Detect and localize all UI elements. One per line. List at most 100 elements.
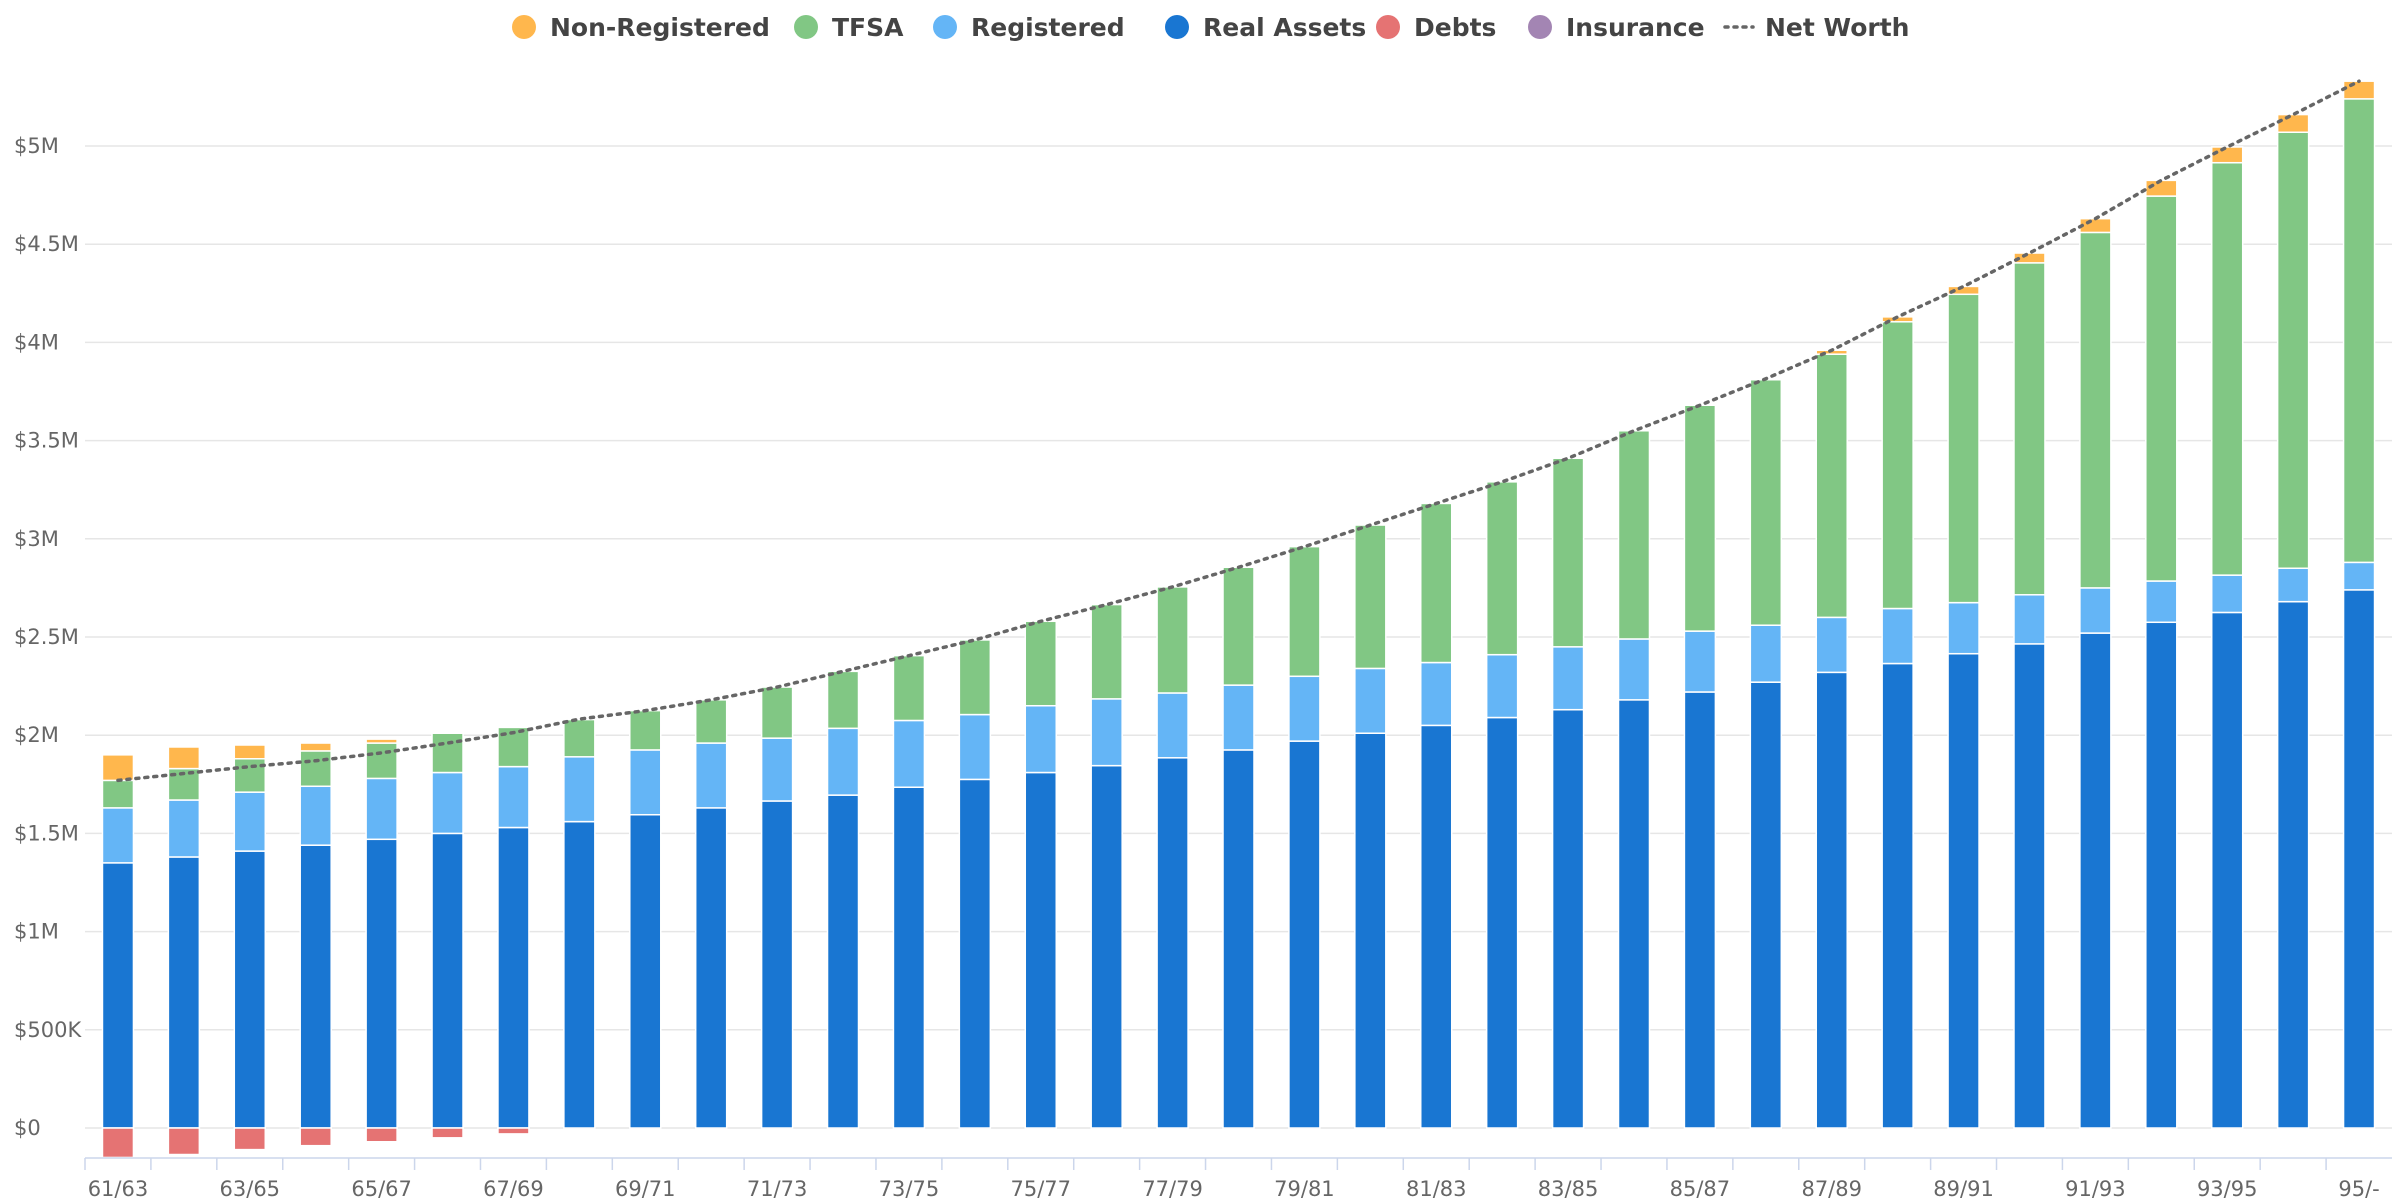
bar-tfsa bbox=[2210, 161, 2244, 576]
bar-non-registered bbox=[2342, 80, 2376, 100]
bar-real-assets bbox=[365, 838, 398, 1129]
bar-tfsa bbox=[1815, 353, 1848, 619]
bar-registered bbox=[1288, 675, 1321, 742]
legend-label: TFSA bbox=[832, 13, 904, 42]
legend-item: Insurance bbox=[1528, 13, 1705, 42]
x-tick-label: 61/63 bbox=[88, 1177, 149, 1200]
bar-registered bbox=[1551, 646, 1585, 711]
bar-non-registered bbox=[2013, 252, 2046, 264]
y-tick-label: $3.5M bbox=[14, 429, 79, 453]
bar-tfsa bbox=[1617, 430, 1651, 640]
x-tick-label: 67/69 bbox=[483, 1177, 544, 1200]
bar-non-registered bbox=[167, 746, 201, 770]
legend-label: Net Worth bbox=[1765, 13, 1909, 42]
bar-tfsa bbox=[1683, 404, 1717, 632]
legend-marker bbox=[933, 15, 957, 39]
bar-real-assets bbox=[101, 862, 135, 1129]
bar-real-assets bbox=[167, 856, 201, 1129]
bar-real-assets bbox=[760, 800, 794, 1129]
bar-tfsa bbox=[1354, 524, 1387, 670]
bar-tfsa bbox=[1156, 586, 1189, 694]
bar-real-assets bbox=[1420, 724, 1453, 1129]
bar-tfsa bbox=[2079, 231, 2112, 589]
bar-tfsa bbox=[826, 670, 860, 730]
bar-registered bbox=[1354, 667, 1387, 734]
x-tick-label: 73/75 bbox=[879, 1177, 940, 1200]
bar-debts bbox=[497, 1127, 530, 1135]
bar-debts bbox=[101, 1127, 135, 1159]
x-tick-label: 71/73 bbox=[747, 1177, 808, 1200]
bar-debts bbox=[167, 1127, 201, 1156]
y-tick-label: $0 bbox=[14, 1116, 41, 1140]
legend-marker bbox=[1165, 15, 1189, 39]
legend-item: Real Assets bbox=[1165, 13, 1366, 42]
legend-item: Non-Registered bbox=[512, 13, 770, 42]
bar-tfsa bbox=[365, 742, 398, 780]
x-tick-label: 93/95 bbox=[2197, 1177, 2258, 1200]
x-tick-label: 87/89 bbox=[1801, 1177, 1862, 1200]
bar-tfsa bbox=[1090, 603, 1123, 700]
bar-non-registered bbox=[365, 738, 398, 744]
bar-debts bbox=[299, 1127, 332, 1147]
bar-real-assets bbox=[694, 807, 728, 1129]
bar-tfsa bbox=[958, 639, 992, 716]
bar-registered bbox=[2342, 561, 2376, 591]
bar-real-assets bbox=[1090, 764, 1123, 1129]
y-tick-label: $4M bbox=[14, 330, 59, 354]
bar-real-assets bbox=[2013, 643, 2046, 1129]
bar-registered bbox=[958, 713, 992, 781]
legend-item: TFSA bbox=[794, 13, 904, 42]
bar-registered bbox=[563, 756, 596, 823]
y-tick-label: $4.5M bbox=[14, 232, 79, 256]
bar-real-assets bbox=[1617, 699, 1651, 1129]
legend: Non-Registered TFSA Registered Real Assets D… bbox=[512, 13, 1909, 42]
bar-non-registered bbox=[2276, 113, 2310, 134]
bar-debts bbox=[365, 1127, 398, 1143]
x-tick-label: 83/85 bbox=[1538, 1177, 1599, 1200]
legend-label: Real Assets bbox=[1203, 13, 1366, 42]
bar-registered bbox=[1881, 607, 1914, 665]
bar-tfsa bbox=[1881, 321, 1914, 610]
legend-item: Registered bbox=[933, 13, 1125, 42]
bar-registered bbox=[826, 727, 860, 796]
bar-real-assets bbox=[2342, 589, 2376, 1129]
legend-label: Debts bbox=[1414, 13, 1496, 42]
bar-real-assets bbox=[1156, 757, 1189, 1129]
net-worth-line-layer bbox=[116, 79, 2361, 783]
y-tick-label: $3M bbox=[14, 527, 59, 551]
x-tick-label: 89/91 bbox=[1933, 1177, 1994, 1200]
x-tick-label: 77/79 bbox=[1142, 1177, 1203, 1200]
bar-registered bbox=[1683, 630, 1717, 693]
bar-non-registered bbox=[2079, 217, 2112, 234]
bar-registered bbox=[2276, 567, 2310, 603]
bar-tfsa bbox=[2342, 98, 2376, 564]
bar-tfsa bbox=[1024, 620, 1057, 707]
bar-registered bbox=[2145, 580, 2178, 624]
bar-debts bbox=[233, 1127, 267, 1151]
bar-registered bbox=[1947, 601, 1980, 655]
bar-registered bbox=[694, 742, 728, 809]
y-tick-label: $2M bbox=[14, 723, 59, 747]
bar-real-assets bbox=[2276, 600, 2310, 1129]
bar-tfsa bbox=[101, 779, 135, 809]
net-worth-line bbox=[116, 79, 2361, 783]
bar-real-assets bbox=[958, 778, 992, 1129]
bar-registered bbox=[167, 799, 201, 858]
y-tick-label: $5M bbox=[14, 134, 59, 158]
bar-real-assets bbox=[1288, 740, 1321, 1129]
bar-registered bbox=[1156, 692, 1189, 759]
bar-real-assets bbox=[1815, 671, 1848, 1129]
bar-real-assets bbox=[497, 826, 530, 1129]
bar-tfsa bbox=[629, 709, 662, 751]
bar-registered bbox=[101, 807, 135, 864]
bar-registered bbox=[1222, 684, 1255, 751]
bar-registered bbox=[760, 737, 794, 802]
bar-tfsa bbox=[1947, 293, 1980, 604]
legend-label: Non-Registered bbox=[550, 13, 770, 42]
bar-registered bbox=[892, 719, 926, 788]
bar-real-assets bbox=[629, 813, 662, 1129]
bar-tfsa bbox=[233, 758, 267, 793]
bar-registered bbox=[233, 791, 267, 852]
bar-real-assets bbox=[1683, 691, 1717, 1129]
bar-real-assets bbox=[1947, 652, 1980, 1129]
